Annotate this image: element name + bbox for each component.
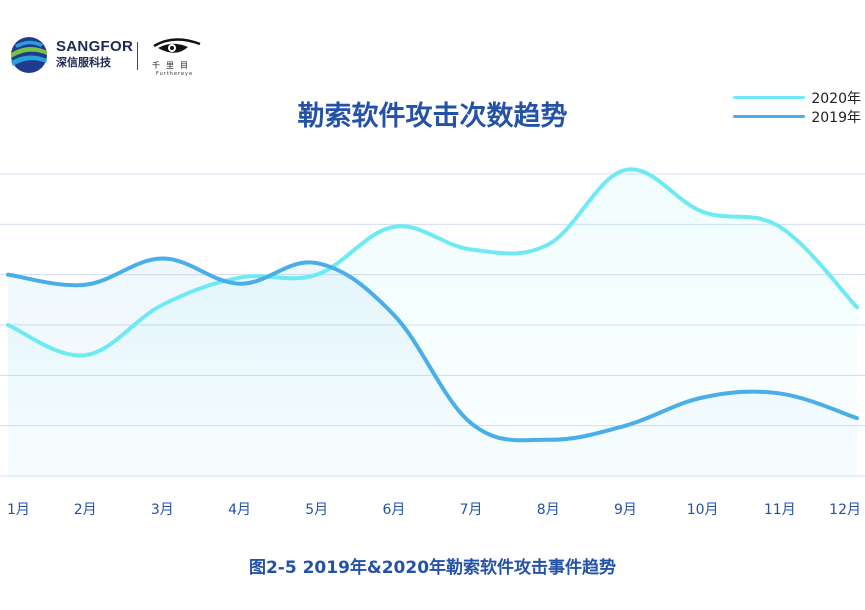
brand-divider	[137, 42, 138, 70]
legend-item-2020: 2020年	[733, 88, 861, 107]
series-lines	[6, 167, 859, 443]
partner-subname: Furthereye	[156, 71, 194, 77]
x-tick-label: 8月	[537, 502, 560, 518]
brand-subname: 深信服科技	[56, 56, 111, 69]
series-line-2019	[6, 256, 859, 443]
furthereye-eye-icon	[153, 38, 201, 53]
header: SANGFOR 深信服科技 千里目 Furthereye	[0, 0, 865, 90]
chart-title: 勒索软件攻击次数趋势	[297, 101, 568, 132]
x-tick-label: 6月	[382, 502, 405, 518]
legend-label-2019: 2019年	[811, 109, 861, 126]
chart-legend: 2020年 2019年	[733, 88, 861, 126]
brand-text: SANGFOR 深信服科技	[56, 39, 133, 70]
legend-swatch-2020	[733, 95, 806, 100]
x-tick-label: 12月	[829, 502, 861, 518]
x-tick-label: 4月	[228, 502, 251, 518]
x-tick-label: 3月	[151, 502, 174, 518]
series-area-2019	[8, 258, 857, 476]
x-tick-label: 2月	[74, 502, 97, 518]
partner-name: 千里目	[152, 61, 194, 70]
x-tick-label: 10月	[687, 502, 719, 518]
figure-caption: 图2-5 2019年&2020年勒索软件攻击事件趋势	[248, 558, 617, 578]
x-tick-label: 1月	[7, 502, 30, 518]
x-tick-label: 9月	[614, 502, 637, 518]
x-tick-label: 11月	[764, 502, 796, 518]
x-tick-label: 7月	[460, 502, 483, 518]
x-tick-label: 5月	[305, 502, 328, 518]
series-line-2020	[6, 167, 859, 358]
x-axis-ticks: 1月 2月 3月 4月 5月 6月 7月 8月 9月 10月 11月 12月	[7, 502, 861, 518]
brand-name: SANGFOR	[56, 38, 134, 55]
legend-swatch-2019	[733, 114, 806, 119]
legend-label-2020: 2020年	[811, 90, 861, 107]
sangfor-logo-icon	[11, 37, 47, 73]
series-areas	[8, 169, 857, 477]
legend-item-2019: 2019年	[733, 107, 861, 126]
